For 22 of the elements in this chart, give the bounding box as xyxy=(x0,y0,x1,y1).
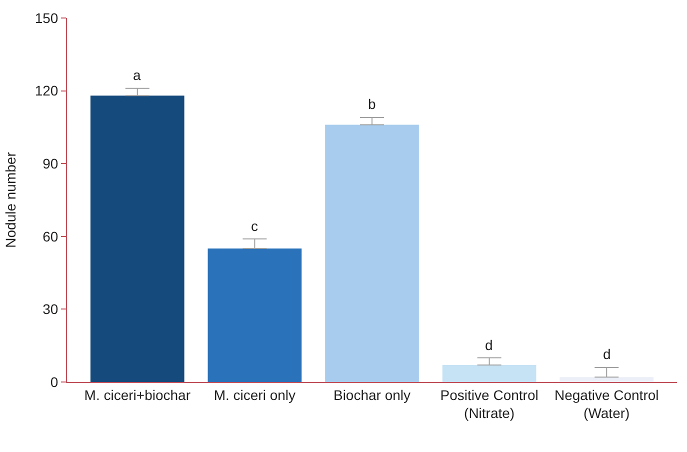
annotation: b xyxy=(368,96,376,112)
bar xyxy=(325,124,419,382)
y-axis-title: Nodule number xyxy=(2,152,18,248)
y-tick-label: 60 xyxy=(42,228,58,244)
bar xyxy=(90,96,184,382)
x-tick-label: Biochar only xyxy=(333,386,411,403)
y-tick-label: 90 xyxy=(42,156,58,172)
bar xyxy=(560,377,654,382)
y-tick-label: 30 xyxy=(42,301,58,318)
bar xyxy=(208,248,302,382)
y-tick-label: 150 xyxy=(34,10,58,26)
annotation: d xyxy=(485,337,493,353)
annotation: a xyxy=(133,67,141,83)
y-tick-label: 120 xyxy=(34,82,58,99)
x-tick-label: M. ciceri only xyxy=(214,386,296,403)
bar xyxy=(442,365,536,382)
annotation: d xyxy=(603,346,611,362)
x-tick-label: Positive Control (Nitrate) xyxy=(440,386,538,421)
annotation: c xyxy=(251,218,258,234)
x-tick-label: Negative Control (Water) xyxy=(554,386,659,421)
x-tick-label: M. ciceri+biochar xyxy=(84,386,191,403)
y-tick-label: 0 xyxy=(50,374,58,390)
